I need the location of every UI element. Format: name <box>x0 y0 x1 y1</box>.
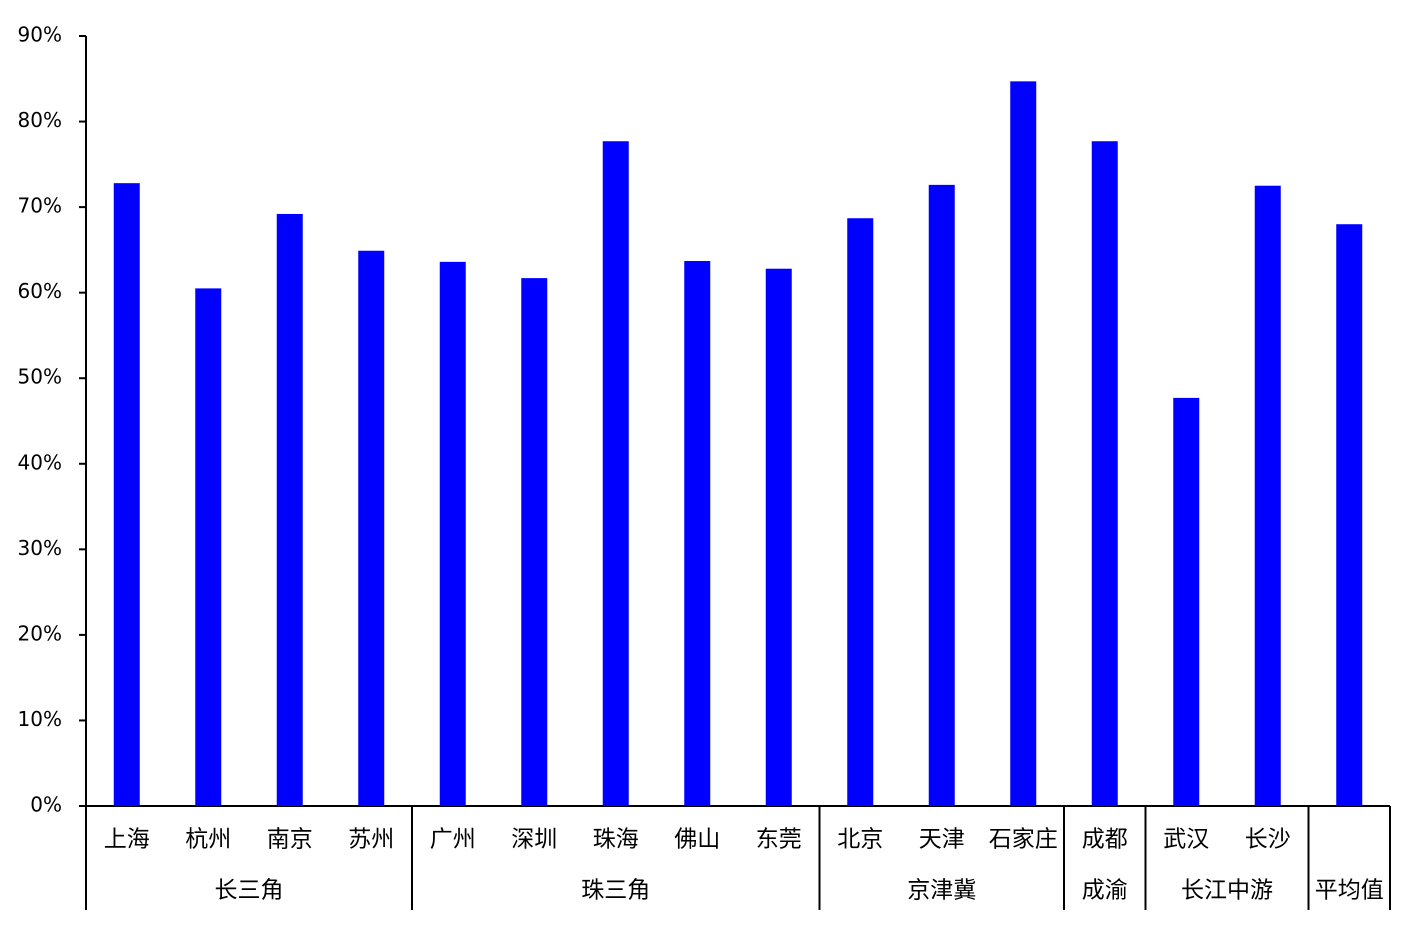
y-tick-label: 10% <box>18 707 62 731</box>
bar <box>521 278 548 807</box>
bar <box>113 183 140 807</box>
y-tick-label: 40% <box>18 450 62 474</box>
bar <box>847 218 874 806</box>
bar <box>765 268 792 806</box>
bar <box>1336 224 1363 806</box>
x-tick-label: 苏州 <box>348 827 394 853</box>
y-tick-label: 20% <box>18 621 62 645</box>
y-tick-label: 0% <box>30 793 62 817</box>
group-label: 成渝 <box>1082 878 1128 904</box>
x-tick-label: 东莞 <box>756 827 802 853</box>
x-tick-label: 深圳 <box>511 827 557 853</box>
x-tick-label: 杭州 <box>185 827 231 853</box>
bar <box>1010 81 1037 807</box>
x-tick-label: 成都 <box>1082 827 1128 853</box>
group-label: 长三角 <box>215 878 284 904</box>
bar <box>1173 397 1200 806</box>
bar <box>1091 141 1118 806</box>
bar <box>602 141 629 806</box>
bar <box>684 261 711 806</box>
x-tick-label: 北京 <box>837 827 883 853</box>
x-tick-label: 石家庄 <box>989 827 1058 853</box>
x-tick-label: 天津 <box>919 827 965 853</box>
bar <box>195 288 222 806</box>
x-tick-label: 佛山 <box>674 827 720 853</box>
bar <box>439 261 466 806</box>
y-tick-label: 70% <box>18 194 62 218</box>
x-tick-label: 珠海 <box>593 827 639 853</box>
group-label: 平均值 <box>1315 878 1384 904</box>
y-tick-label: 50% <box>18 365 62 389</box>
bar <box>276 213 303 806</box>
x-tick-label: 长沙 <box>1245 827 1291 853</box>
y-tick-label: 30% <box>18 536 62 560</box>
y-tick-label: 80% <box>18 108 62 132</box>
y-tick-label: 90% <box>18 23 62 47</box>
group-label: 珠三角 <box>581 878 650 904</box>
x-tick-label: 武汉 <box>1163 827 1209 853</box>
bar <box>1254 185 1281 806</box>
x-tick-label: 南京 <box>267 827 313 853</box>
group-label: 长江中游 <box>1181 878 1273 904</box>
bar <box>358 250 385 806</box>
x-tick-label: 上海 <box>104 827 150 853</box>
y-tick-label: 60% <box>18 279 62 303</box>
x-tick-label: 广州 <box>430 827 476 853</box>
bar <box>928 184 955 806</box>
group-label: 京津冀 <box>907 878 976 904</box>
